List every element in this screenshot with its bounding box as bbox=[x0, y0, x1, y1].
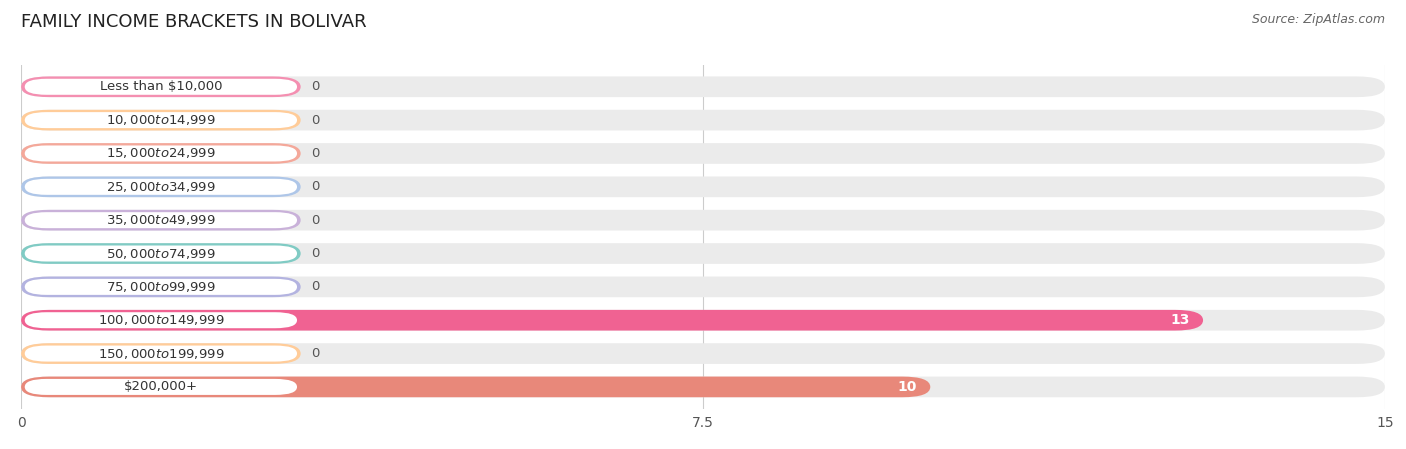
FancyBboxPatch shape bbox=[25, 79, 297, 95]
FancyBboxPatch shape bbox=[21, 277, 1385, 297]
FancyBboxPatch shape bbox=[21, 377, 931, 397]
Text: 0: 0 bbox=[312, 347, 321, 360]
FancyBboxPatch shape bbox=[21, 277, 301, 297]
Text: $200,000+: $200,000+ bbox=[124, 380, 198, 393]
FancyBboxPatch shape bbox=[21, 210, 301, 230]
FancyBboxPatch shape bbox=[25, 346, 297, 361]
Text: 0: 0 bbox=[312, 280, 321, 293]
Text: $150,000 to $199,999: $150,000 to $199,999 bbox=[97, 347, 224, 361]
FancyBboxPatch shape bbox=[25, 112, 297, 128]
FancyBboxPatch shape bbox=[21, 76, 301, 97]
FancyBboxPatch shape bbox=[21, 310, 1204, 330]
FancyBboxPatch shape bbox=[21, 110, 301, 131]
Text: 0: 0 bbox=[312, 114, 321, 127]
Text: $25,000 to $34,999: $25,000 to $34,999 bbox=[105, 180, 215, 194]
FancyBboxPatch shape bbox=[25, 145, 297, 162]
Text: 0: 0 bbox=[312, 147, 321, 160]
Text: $50,000 to $74,999: $50,000 to $74,999 bbox=[105, 247, 215, 260]
Text: $100,000 to $149,999: $100,000 to $149,999 bbox=[97, 313, 224, 327]
FancyBboxPatch shape bbox=[21, 176, 1385, 197]
FancyBboxPatch shape bbox=[21, 176, 301, 197]
FancyBboxPatch shape bbox=[25, 179, 297, 195]
FancyBboxPatch shape bbox=[21, 343, 1385, 364]
FancyBboxPatch shape bbox=[25, 279, 297, 295]
FancyBboxPatch shape bbox=[25, 212, 297, 228]
FancyBboxPatch shape bbox=[21, 143, 301, 164]
Text: $35,000 to $49,999: $35,000 to $49,999 bbox=[105, 213, 215, 227]
FancyBboxPatch shape bbox=[25, 379, 297, 395]
FancyBboxPatch shape bbox=[21, 210, 1385, 230]
Text: 0: 0 bbox=[312, 80, 321, 93]
Text: Less than $10,000: Less than $10,000 bbox=[100, 80, 222, 93]
Text: 0: 0 bbox=[312, 180, 321, 194]
Text: 0: 0 bbox=[312, 247, 321, 260]
FancyBboxPatch shape bbox=[25, 246, 297, 261]
FancyBboxPatch shape bbox=[21, 143, 1385, 164]
Text: $10,000 to $14,999: $10,000 to $14,999 bbox=[105, 113, 215, 127]
FancyBboxPatch shape bbox=[21, 310, 1385, 330]
FancyBboxPatch shape bbox=[21, 243, 1385, 264]
Text: FAMILY INCOME BRACKETS IN BOLIVAR: FAMILY INCOME BRACKETS IN BOLIVAR bbox=[21, 13, 367, 31]
FancyBboxPatch shape bbox=[21, 243, 301, 264]
FancyBboxPatch shape bbox=[21, 110, 1385, 131]
Text: $15,000 to $24,999: $15,000 to $24,999 bbox=[105, 146, 215, 160]
FancyBboxPatch shape bbox=[25, 312, 297, 328]
FancyBboxPatch shape bbox=[21, 343, 301, 364]
Text: Source: ZipAtlas.com: Source: ZipAtlas.com bbox=[1251, 13, 1385, 26]
FancyBboxPatch shape bbox=[21, 76, 1385, 97]
Text: 10: 10 bbox=[897, 380, 917, 394]
FancyBboxPatch shape bbox=[21, 377, 1385, 397]
Text: 0: 0 bbox=[312, 214, 321, 227]
Text: 13: 13 bbox=[1170, 313, 1189, 327]
Text: $75,000 to $99,999: $75,000 to $99,999 bbox=[105, 280, 215, 294]
